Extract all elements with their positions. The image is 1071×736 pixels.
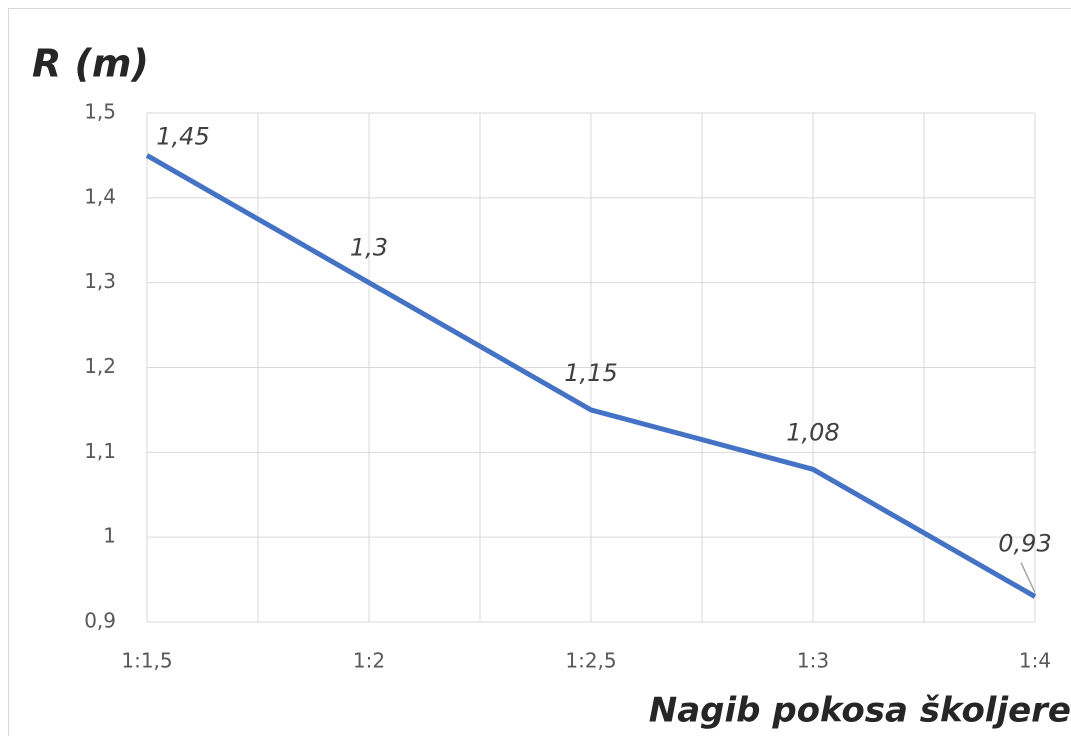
chart-frame [8,8,1071,736]
x-tick-label: 1:3 [797,649,829,673]
x-tick-label: 1:2,5 [565,649,616,673]
data-label: 1,15 [564,359,617,387]
y-tick-label: 1,1 [84,439,116,463]
y-tick-label: 1,5 [84,100,116,124]
data-label: 1,3 [350,234,388,262]
data-label: 1,08 [786,418,839,446]
x-tick-label: 1:4 [1019,649,1051,673]
y-tick-label: 1,3 [84,269,116,293]
x-axis-title: Nagib pokosa školjere [649,691,1071,731]
x-tick-label: 1:1,5 [121,649,172,673]
data-label: 0,93 [998,530,1051,558]
y-tick-label: 1,4 [84,184,116,208]
line [145,153,1037,599]
y-tick-label: 1,2 [84,354,116,378]
data-label: 1,45 [156,122,209,150]
y-tick-label: 1 [103,524,116,548]
y-tick-label: 0,9 [84,609,116,633]
leader-line [1020,562,1036,593]
chart-title: R (m) [32,42,149,86]
x-tick-label: 1:2 [353,649,385,673]
